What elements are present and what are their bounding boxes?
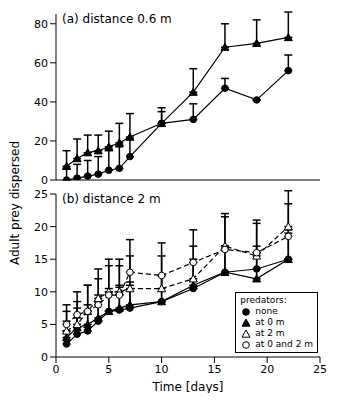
svg-text:10: 10	[155, 363, 169, 376]
svg-text:80: 80	[34, 18, 48, 31]
svg-text:15: 15	[207, 363, 221, 376]
svg-text:40: 40	[34, 96, 48, 109]
html-text:(b) distance 2 m: (b) distance 2 m	[62, 192, 161, 206]
html-text:predators:: predators:	[240, 295, 287, 305]
html-text:(a) distance 0.6 m: (a) distance 0.6 m	[62, 12, 172, 26]
svg-text:25: 25	[34, 188, 48, 201]
svg-text:60: 60	[34, 57, 48, 70]
svg-text:20: 20	[34, 221, 48, 234]
svg-text:0: 0	[41, 174, 48, 187]
html-text:at 2 m: at 2 m	[255, 328, 285, 338]
svg-text:20: 20	[260, 363, 274, 376]
html-text:Adult prey dispersed: Adult prey dispersed	[8, 141, 22, 265]
svg-text:25: 25	[313, 363, 327, 376]
svg-text:0: 0	[53, 363, 60, 376]
svg-text:0: 0	[41, 351, 48, 364]
html-text:at 0 m: at 0 m	[255, 317, 285, 327]
svg-text:15: 15	[34, 253, 48, 266]
svg-text:20: 20	[34, 135, 48, 148]
html-text:at 0 and 2 m: at 0 and 2 m	[255, 339, 313, 349]
svg-text:Time [days]: Time [days]	[152, 380, 224, 393]
svg-text:5: 5	[41, 318, 48, 331]
html-text:none: none	[255, 306, 278, 316]
svg-text:5: 5	[105, 363, 112, 376]
svg-text:10: 10	[34, 286, 48, 299]
